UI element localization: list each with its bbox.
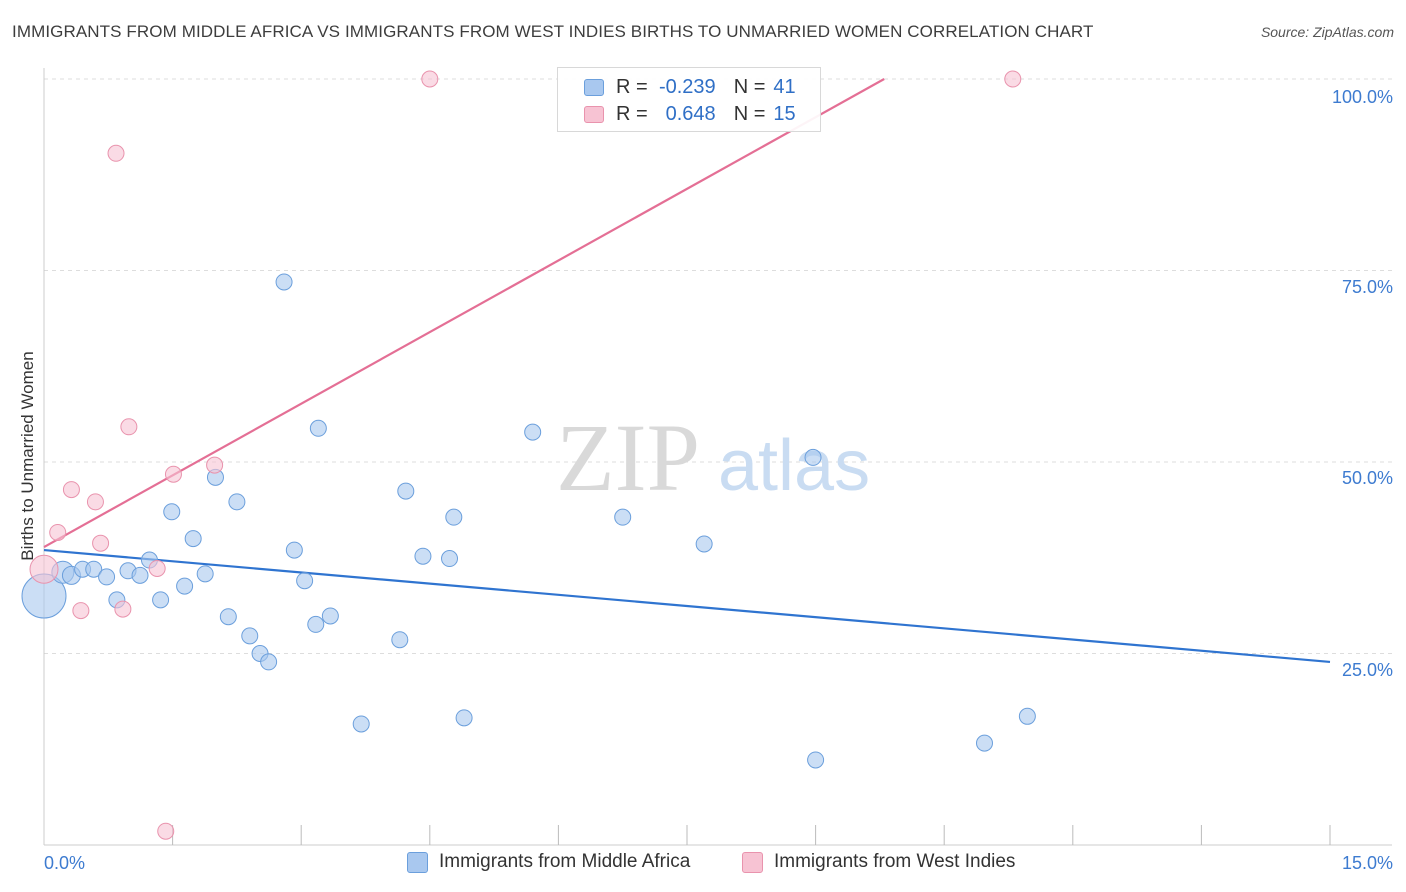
point-middle-africa [414,547,432,565]
point-middle-africa [184,530,202,548]
x-tick-min: 0.0% [44,853,86,873]
legend-n-label: N = [733,75,766,98]
point-middle-africa [614,508,632,526]
point-middle-africa [228,493,246,511]
legend-n-label: N = [733,102,766,125]
point-west-indies [86,493,104,511]
point-middle-africa [441,550,459,568]
point-middle-africa [975,734,993,752]
point-west-indies [62,481,80,499]
legend-r-label: R = [616,102,648,125]
pink-swatch [584,105,604,123]
point-middle-africa [455,709,473,727]
x-tick-max: 15.0% [1341,853,1393,873]
watermark-atlas: atlas [718,426,870,506]
point-middle-africa [296,572,314,590]
legend-r-value: 0.648 [665,102,716,125]
point-middle-africa [163,503,181,521]
point-middle-africa [352,715,370,733]
point-middle-africa [391,631,409,649]
legend-n-value: 41 [773,75,796,98]
series-b-label: Immigrants from West Indies [774,851,1016,872]
point-middle-africa [152,591,170,609]
legend-r-value: -0.239 [658,75,716,98]
point-middle-africa [445,508,463,526]
legend-n-value: 15 [773,102,796,125]
point-middle-africa [85,560,103,578]
point-west-indies [157,822,175,840]
point-west-indies [92,534,110,552]
point-west-indies [421,70,439,88]
point-middle-africa [131,566,149,584]
y-tick-label: 50.0% [1341,468,1393,488]
data-points [21,70,1036,840]
correlation-legend: R = -0.239 N = 41 R = 0.648 N = 15 [557,67,821,132]
point-middle-africa [260,653,278,671]
point-middle-africa [275,273,293,291]
point-middle-africa [196,565,214,583]
y-tick-label: 100.0% [1331,87,1393,107]
point-middle-africa [176,577,194,595]
point-middle-africa [219,608,237,626]
point-middle-africa [241,627,259,645]
blue-swatch [407,851,428,873]
watermark-zip: ZIP [556,404,700,511]
pink-swatch [742,851,763,873]
point-middle-africa [285,541,303,559]
trend-lines [43,78,1331,664]
point-middle-africa [98,568,116,586]
blue-swatch [584,78,604,96]
point-middle-africa [695,535,713,553]
point-middle-africa [524,423,542,441]
series-a-label: Immigrants from Middle Africa [439,851,691,872]
point-west-indies [164,465,182,483]
point-middle-africa [309,419,327,437]
watermark: ZIP atlas [556,404,870,511]
point-middle-africa [807,751,825,769]
point-middle-africa [1018,707,1036,725]
point-west-indies [29,554,59,584]
point-west-indies [206,456,224,474]
bottom-legend-series-b: Immigrants from West Indies [742,851,1015,873]
legend-row-pink: R = 0.648 N = 15 [584,102,796,126]
point-middle-africa [397,482,415,500]
y-axis-label: Births to Unmarried Women [18,351,37,561]
point-west-indies [120,418,138,436]
y-tick-label: 25.0% [1341,660,1393,680]
point-west-indies [72,602,90,620]
point-west-indies [114,600,132,618]
y-tick-label: 75.0% [1341,277,1393,297]
source-credit: Source: ZipAtlas.com [1260,24,1394,40]
point-west-indies [49,523,67,541]
chart-title: IMMIGRANTS FROM MIDDLE AFRICA VS IMMIGRA… [12,22,1094,41]
point-west-indies [107,144,125,162]
trend-line-middle-africa [43,548,1331,664]
point-west-indies [1004,70,1022,88]
trend-line-west-indies [43,78,885,548]
bottom-legend-series-a: Immigrants from Middle Africa [407,851,690,873]
legend-r-label: R = [616,75,648,98]
legend-row-blue: R = -0.239 N = 41 [584,75,796,99]
axes [43,68,1392,846]
point-middle-africa [307,615,325,633]
point-west-indies [148,559,166,577]
point-middle-africa [804,448,822,466]
point-middle-africa [321,607,339,625]
